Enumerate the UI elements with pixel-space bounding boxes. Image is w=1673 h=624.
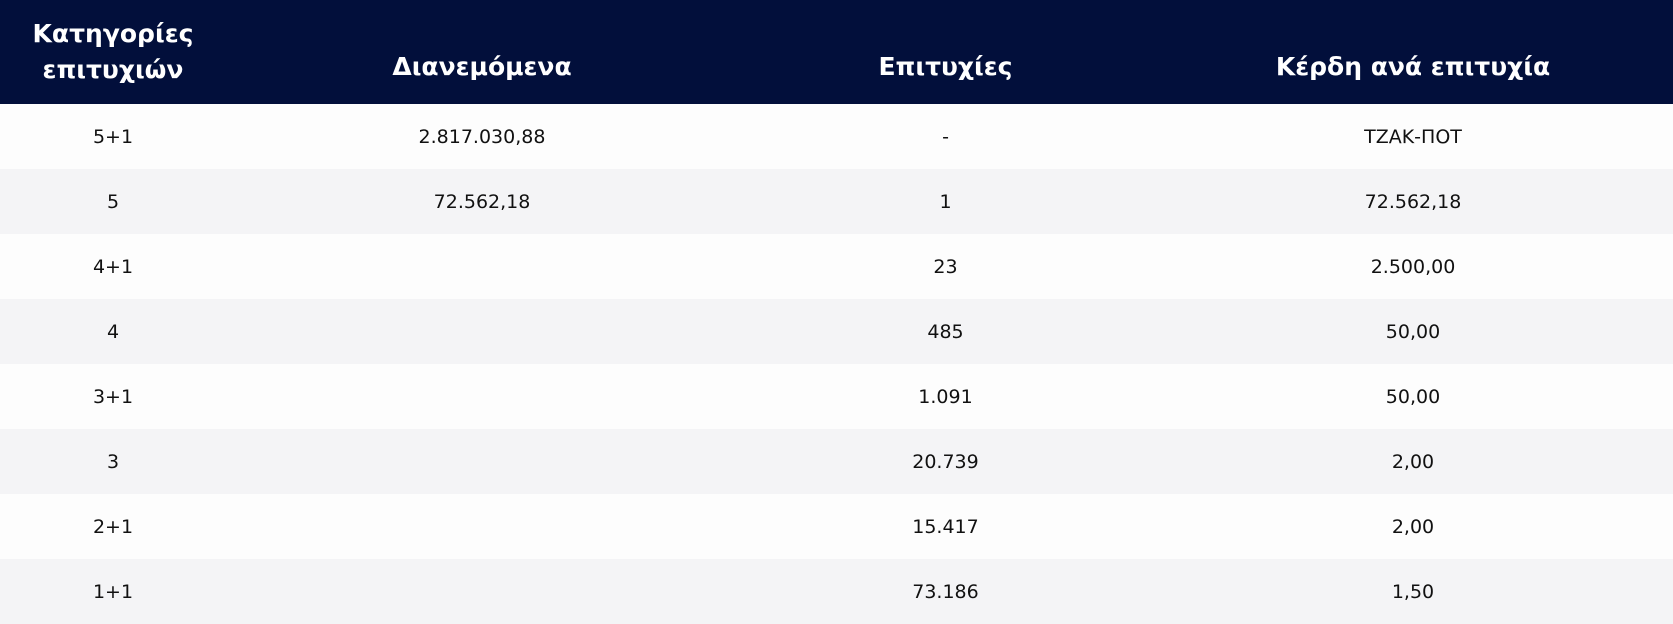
cell-winners: 1.091 bbox=[918, 385, 973, 408]
cell-winners: 73.186 bbox=[912, 580, 979, 603]
cell-category: 4 bbox=[106, 320, 120, 343]
cell-distributed bbox=[226, 559, 738, 624]
cell-category: 5+1 bbox=[92, 125, 134, 148]
table-row: 3+1 1.091 50,00 bbox=[0, 364, 1673, 429]
header-distributed: Διανεμόμενα bbox=[392, 52, 572, 81]
cell-distributed bbox=[226, 364, 738, 429]
cell-distributed bbox=[226, 234, 738, 299]
cell-winners: 20.739 bbox=[912, 450, 979, 473]
cell-category: 1+1 bbox=[92, 580, 134, 603]
table-row: 3 20.739 2,00 bbox=[0, 429, 1673, 494]
table-row: 2+1 15.417 2,00 bbox=[0, 494, 1673, 559]
cell-prize: 2,00 bbox=[1391, 450, 1435, 473]
header-row: Κατηγορίες επιτυχιών Διανεμόμενα Επιτυχί… bbox=[0, 0, 1673, 104]
cell-distributed bbox=[226, 494, 738, 559]
cell-distributed: 72.562,18 bbox=[433, 190, 531, 213]
header-winners: Επιτυχίες bbox=[878, 52, 1013, 81]
cell-prize: 72.562,18 bbox=[1364, 190, 1462, 213]
cell-winners: 485 bbox=[927, 320, 964, 343]
table-row: 5 72.562,18 1 72.562,18 bbox=[0, 169, 1673, 234]
cell-category: 3 bbox=[106, 450, 120, 473]
cell-prize: 2,00 bbox=[1391, 515, 1435, 538]
cell-category: 3+1 bbox=[92, 385, 134, 408]
cell-winners: 23 bbox=[933, 255, 958, 278]
cell-winners: 1 bbox=[939, 190, 952, 213]
cell-category: 4+1 bbox=[92, 255, 134, 278]
cell-prize: 1,50 bbox=[1391, 580, 1435, 603]
header-categories: Κατηγορίες επιτυχιών bbox=[32, 19, 194, 84]
cell-category: 5 bbox=[106, 190, 120, 213]
header-prize: Κέρδη ανά επιτυχία bbox=[1275, 52, 1551, 81]
cell-prize: 2.500,00 bbox=[1370, 255, 1456, 278]
table-row: 5+1 2.817.030,88 - ΤΖΑΚ-ΠΟΤ bbox=[0, 104, 1673, 169]
cell-distributed bbox=[226, 299, 738, 364]
cell-winners: 15.417 bbox=[912, 515, 979, 538]
table-row: 4 485 50,00 bbox=[0, 299, 1673, 364]
cell-winners: - bbox=[942, 125, 949, 148]
cell-category: 2+1 bbox=[92, 515, 134, 538]
cell-distributed: 2.817.030,88 bbox=[418, 125, 546, 148]
cell-prize: ΤΖΑΚ-ΠΟΤ bbox=[1364, 125, 1462, 148]
cell-distributed bbox=[226, 429, 738, 494]
cell-prize: 50,00 bbox=[1385, 385, 1441, 408]
table-row: 1+1 73.186 1,50 bbox=[0, 559, 1673, 624]
cell-prize: 50,00 bbox=[1385, 320, 1441, 343]
table-row: 4+1 23 2.500,00 bbox=[0, 234, 1673, 299]
